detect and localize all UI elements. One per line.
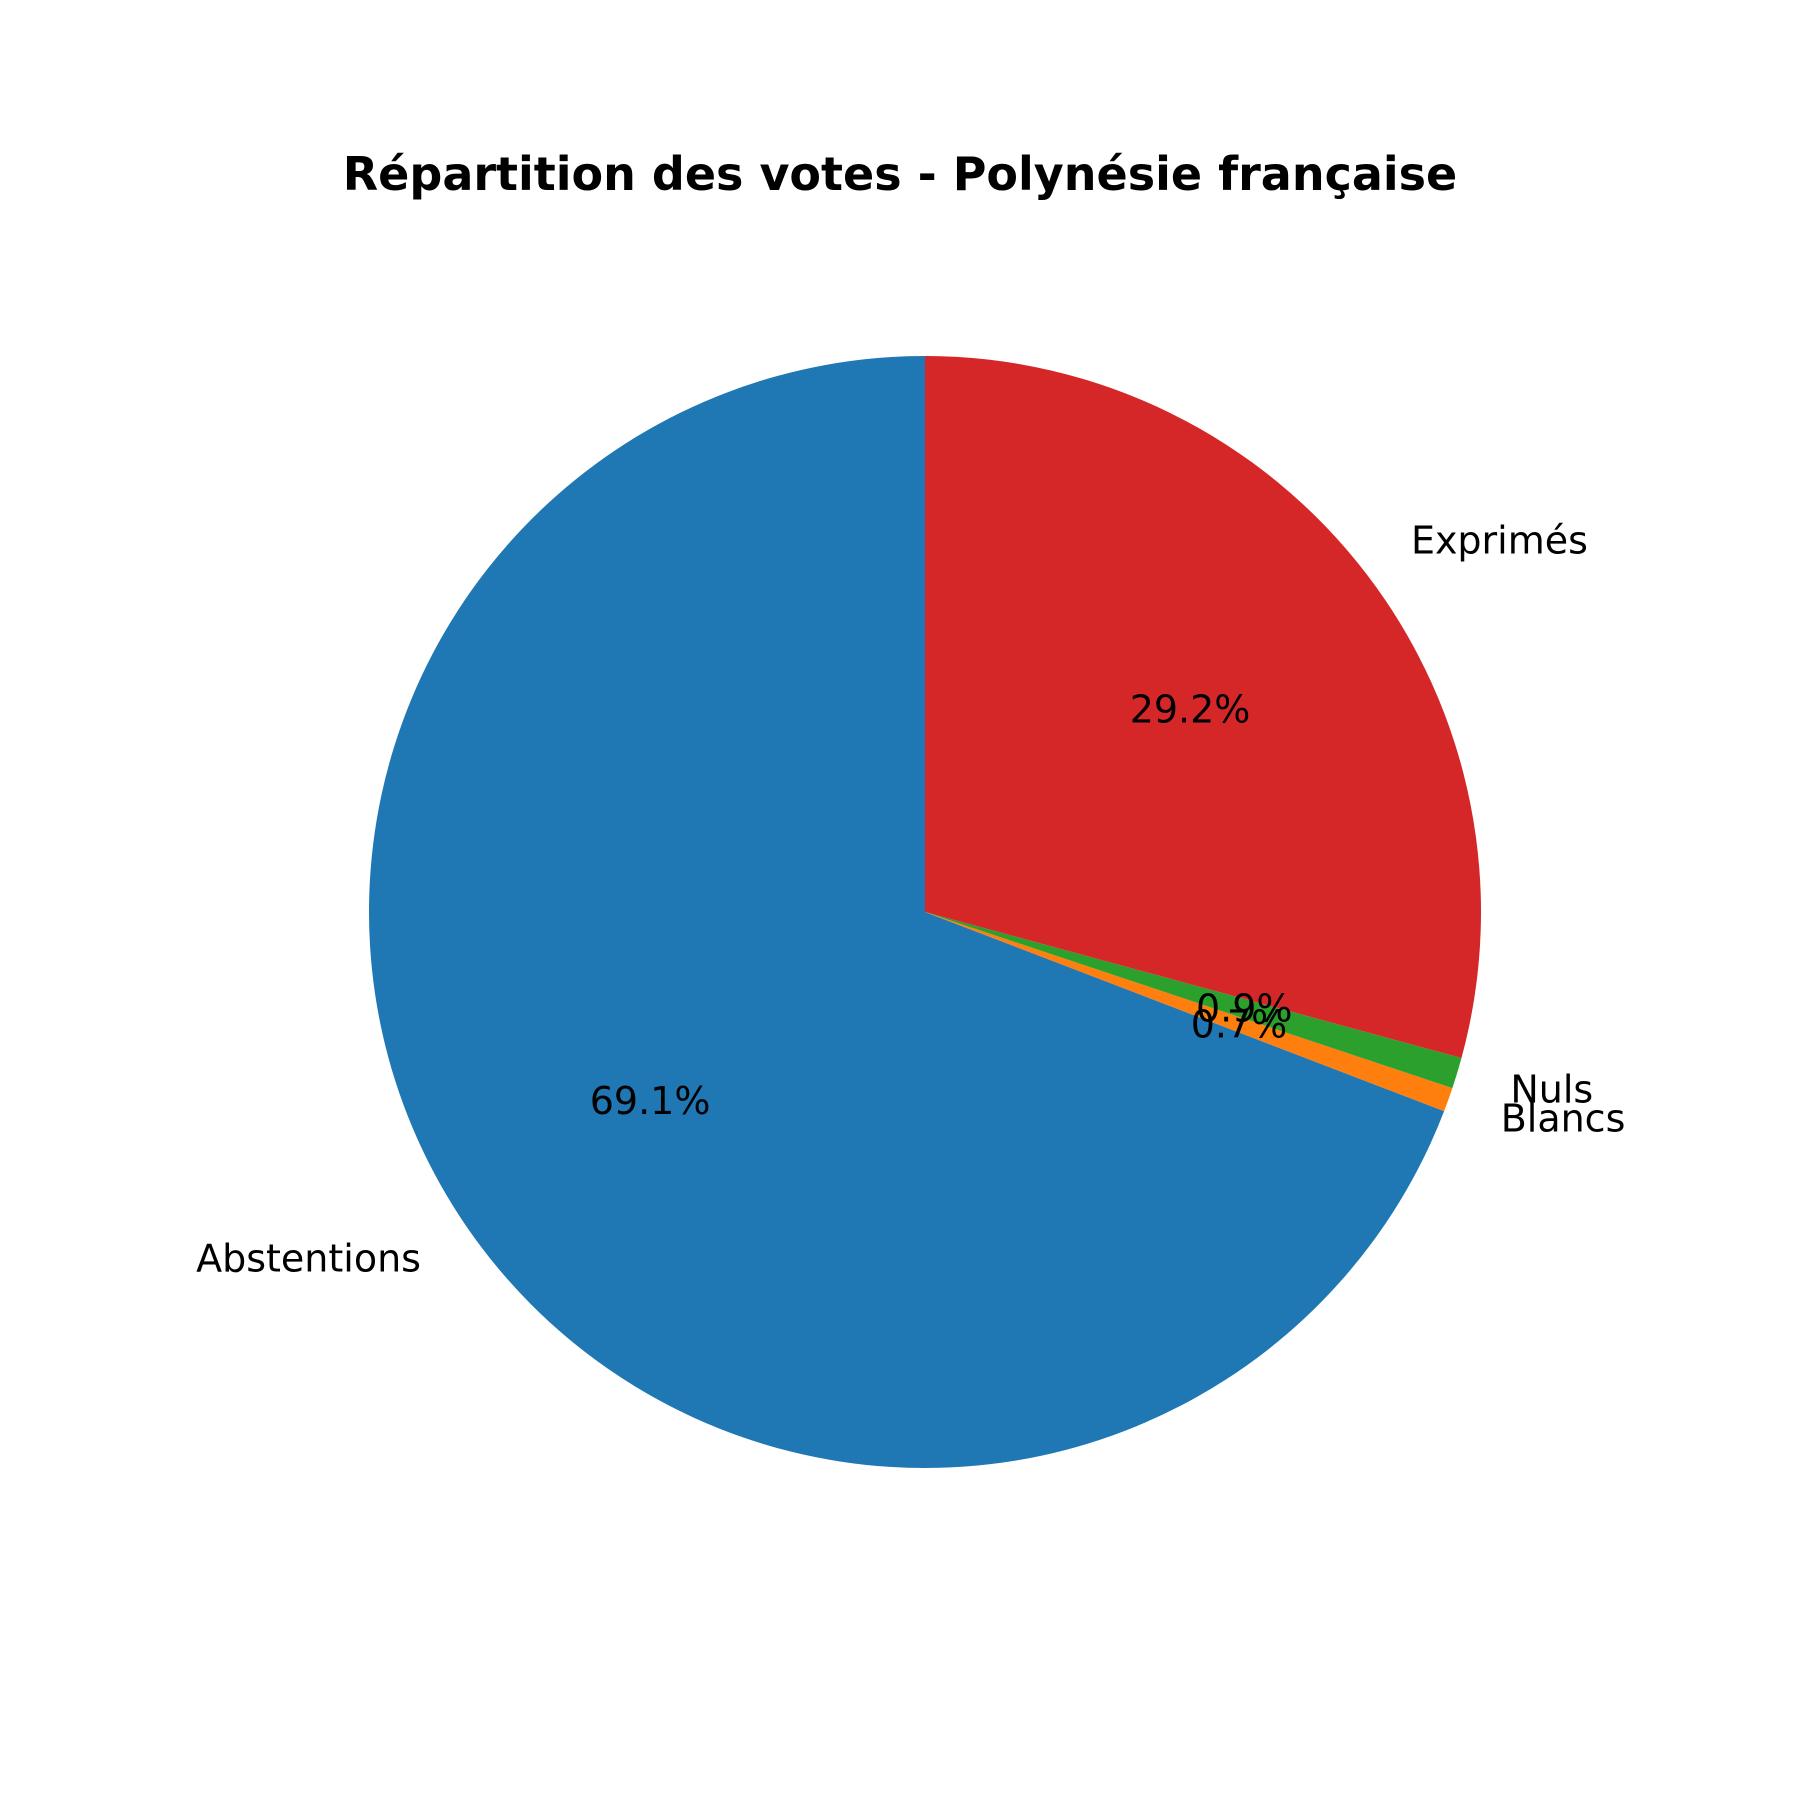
slice-label-blancs: Blancs <box>1501 1096 1626 1140</box>
slice-percent-exprimes: 29.2% <box>1130 687 1251 731</box>
pie-slice-nuls <box>925 912 1462 1089</box>
pie-labels: Abstentions 69.1% Blancs 0.7% Nuls 0.9% Exprim… <box>196 519 1625 1281</box>
pie-slices <box>369 356 1482 1468</box>
chart-title: Répartition des votes - Polynésie frança… <box>343 147 1457 201</box>
slice-percent-blancs: 0.7% <box>1191 1003 1288 1047</box>
slice-label-nuls: Nuls <box>1510 1067 1593 1111</box>
slice-percent-nuls: 0.9% <box>1196 987 1293 1031</box>
slice-label-exprimes: Exprimés <box>1411 519 1588 563</box>
slice-percent-abstentions: 69.1% <box>590 1079 711 1123</box>
pie-slice-exprimes <box>925 356 1482 1059</box>
slice-label-abstentions: Abstentions <box>196 1236 421 1280</box>
pie-slice-abstentions <box>369 356 1445 1468</box>
pie-slice-blancs <box>925 912 1453 1112</box>
